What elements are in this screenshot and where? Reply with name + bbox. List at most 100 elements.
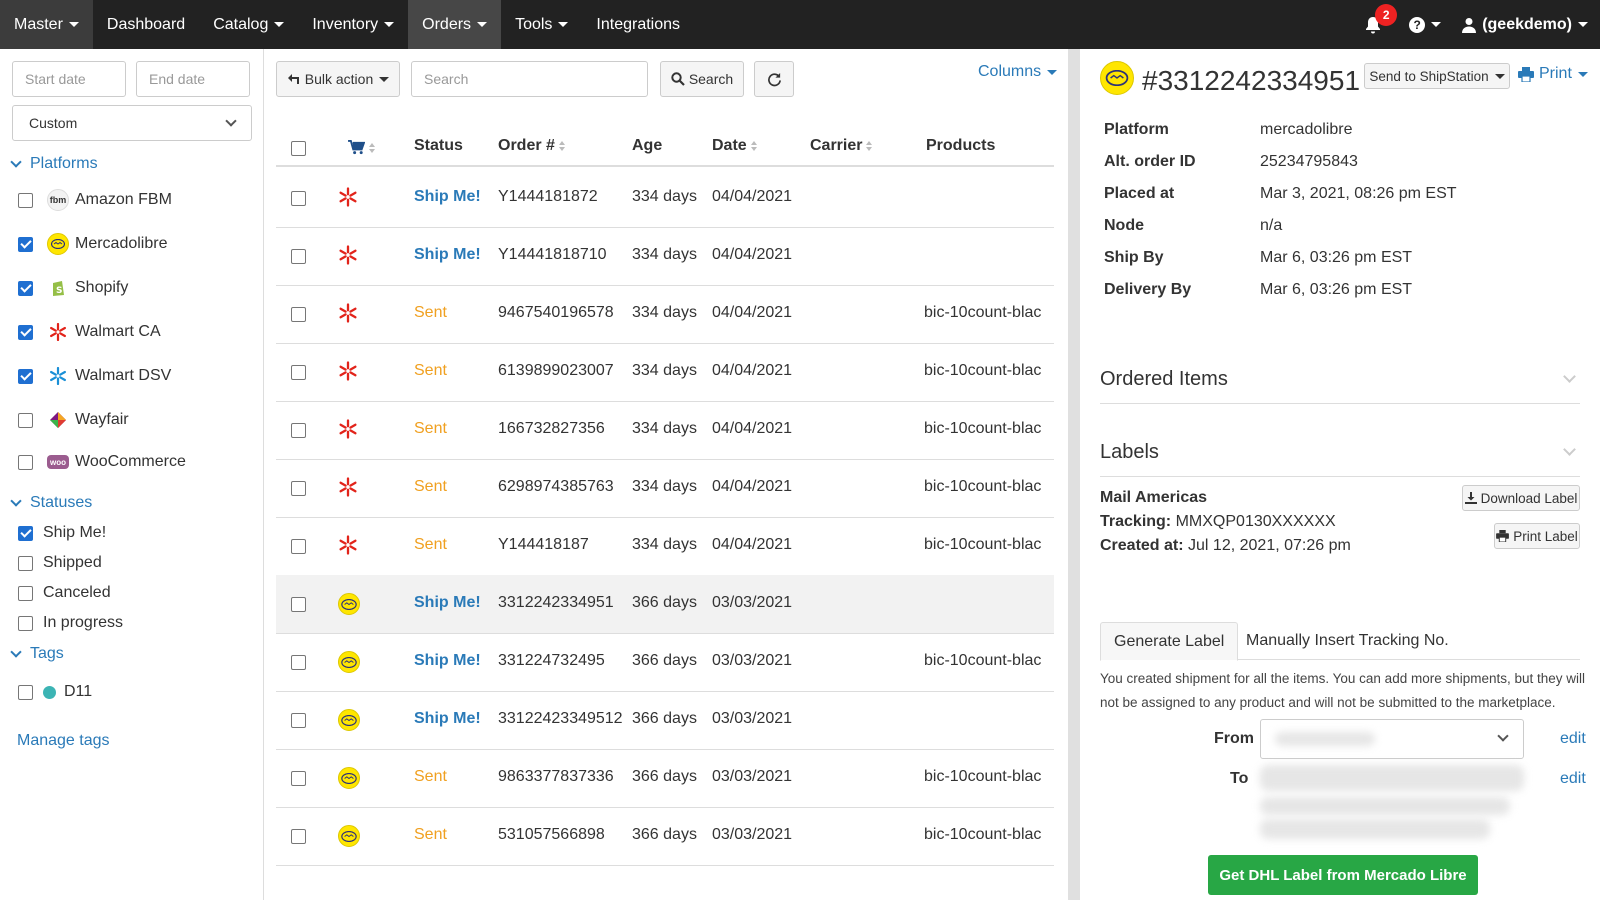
columns-menu[interactable]: Columns: [978, 63, 1058, 81]
order-number[interactable]: 9863377837336: [498, 768, 614, 785]
platform-filter-shopify[interactable]: S Shopify: [18, 277, 128, 299]
get-dhl-label-button[interactable]: Get DHL Label from Mercado Libre: [1208, 855, 1478, 895]
platforms-section-toggle[interactable]: Platforms: [10, 155, 98, 173]
order-number[interactable]: Y14441818710: [498, 246, 607, 263]
status-filter-shipped[interactable]: Shipped: [18, 554, 102, 572]
labels-section[interactable]: Labels: [1100, 429, 1580, 477]
nav-dashboard[interactable]: Dashboard: [93, 0, 199, 49]
date-range-select[interactable]: Custom: [12, 105, 252, 141]
order-status[interactable]: Ship Me!: [414, 710, 481, 727]
row-checkbox[interactable]: [291, 249, 306, 264]
order-row[interactable]: Ship Me! 33122423349512 366 days 03/03/2021: [276, 691, 1054, 750]
edit-from-link[interactable]: edit: [1560, 730, 1586, 747]
row-checkbox[interactable]: [291, 597, 306, 612]
select-all-checkbox[interactable]: [291, 141, 306, 156]
order-row[interactable]: Sent 9863377837336 366 days 03/03/2021 bic-1…: [276, 749, 1054, 808]
row-checkbox[interactable]: [291, 307, 306, 322]
order-row[interactable]: Ship Me! 3312242334951 366 days 03/03/2021: [276, 575, 1054, 634]
row-checkbox[interactable]: [291, 539, 306, 554]
tag-filter-d11[interactable]: D11: [18, 683, 92, 701]
row-checkbox[interactable]: [291, 771, 306, 786]
status-filter-canceled[interactable]: Canceled: [18, 584, 111, 602]
checkbox[interactable]: [18, 412, 33, 428]
statuses-section-toggle[interactable]: Statuses: [10, 494, 92, 512]
order-number[interactable]: 6139899023007: [498, 362, 614, 379]
ordered-items-section[interactable]: Ordered Items: [1100, 356, 1580, 404]
status-filter-in-progress[interactable]: In progress: [18, 614, 123, 632]
order-row[interactable]: Sent 166732827356 334 days 04/04/2021 bic-10…: [276, 401, 1054, 460]
order-row[interactable]: Ship Me! Y1444181872 334 days 04/04/2021: [276, 169, 1054, 228]
nav-inventory[interactable]: Inventory: [298, 0, 408, 49]
end-date-input[interactable]: End date: [136, 61, 250, 97]
date-sort-header[interactable]: Date: [712, 137, 757, 155]
checkbox[interactable]: [18, 585, 33, 601]
order-number[interactable]: Y1444181872: [498, 188, 598, 205]
order-status[interactable]: Ship Me!: [414, 594, 481, 611]
platform-filter-wayfair[interactable]: Wayfair: [18, 409, 129, 431]
checkbox[interactable]: [18, 324, 33, 340]
nav-master-menu[interactable]: Master: [0, 0, 93, 49]
nav-tools[interactable]: Tools: [501, 0, 582, 49]
manage-tags-link[interactable]: Manage tags: [17, 732, 110, 749]
order-row[interactable]: Sent 6298974385763 334 days 04/04/2021 bic-1…: [276, 459, 1054, 518]
row-checkbox[interactable]: [291, 713, 306, 728]
platform-filter-walmart-ca[interactable]: Walmart CA: [18, 321, 161, 343]
order-number[interactable]: 6298974385763: [498, 478, 614, 495]
refresh-button[interactable]: [754, 61, 794, 97]
order-row[interactable]: Sent 531057566898 366 days 03/03/2021 bic-10…: [276, 807, 1054, 866]
nav-orders[interactable]: Orders: [408, 0, 502, 49]
from-address-select[interactable]: [1260, 719, 1524, 759]
order-number[interactable]: 531057566898: [498, 826, 605, 843]
checkbox[interactable]: [18, 454, 33, 470]
order-row[interactable]: Sent Y144418187 334 days 04/04/2021 bic-10co…: [276, 517, 1054, 576]
tags-section-toggle[interactable]: Tags: [10, 645, 64, 663]
platform-filter-walmart-dsv[interactable]: Walmart DSV: [18, 365, 171, 387]
nav-catalog[interactable]: Catalog: [199, 0, 298, 49]
search-input[interactable]: Search: [411, 61, 648, 97]
search-button[interactable]: Search: [660, 61, 744, 97]
row-checkbox[interactable]: [291, 423, 306, 438]
panel-divider[interactable]: [1068, 49, 1080, 900]
edit-to-link[interactable]: edit: [1560, 770, 1586, 787]
carrier-sort-header[interactable]: Carrier: [810, 137, 873, 155]
checkbox[interactable]: [18, 555, 33, 571]
order-status[interactable]: Ship Me!: [414, 652, 481, 669]
row-checkbox[interactable]: [291, 365, 306, 380]
platform-filter-woocommerce[interactable]: woo WooCommerce: [18, 453, 186, 471]
checkbox[interactable]: [18, 236, 33, 252]
order-row[interactable]: Sent 9467540196578 334 days 04/04/2021 bic-1…: [276, 285, 1054, 344]
tab-generate-label[interactable]: Generate Label: [1100, 622, 1239, 661]
user-menu[interactable]: (geekdemo): [1451, 16, 1600, 34]
print-menu[interactable]: Print: [1518, 65, 1588, 83]
order-status[interactable]: Ship Me!: [414, 188, 481, 205]
print-label-button[interactable]: Print Label: [1494, 523, 1580, 549]
platform-sort-header[interactable]: [348, 140, 375, 155]
row-checkbox[interactable]: [291, 829, 306, 844]
order-number[interactable]: 9467540196578: [498, 304, 614, 321]
checkbox[interactable]: [18, 615, 33, 631]
order-status[interactable]: Ship Me!: [414, 246, 481, 263]
row-checkbox[interactable]: [291, 655, 306, 670]
checkbox[interactable]: [18, 684, 33, 700]
download-label-button[interactable]: Download Label: [1462, 485, 1580, 511]
tab-manual-tracking[interactable]: Manually Insert Tracking No.: [1233, 622, 1462, 660]
order-row[interactable]: Ship Me! Y14441818710 334 days 04/04/2021: [276, 227, 1054, 286]
platform-filter-amazon-fbm[interactable]: fbm Amazon FBM: [18, 189, 172, 211]
checkbox[interactable]: [18, 525, 33, 541]
order-number[interactable]: 331224732495: [498, 652, 605, 669]
bulk-action-button[interactable]: Bulk action: [276, 61, 400, 97]
row-checkbox[interactable]: [291, 481, 306, 496]
notifications-button[interactable]: 2: [1353, 0, 1398, 49]
order-number[interactable]: Y144418187: [498, 536, 589, 553]
help-menu[interactable]: ?: [1399, 16, 1451, 33]
order-row[interactable]: Ship Me! 331224732495 366 days 03/03/2021 bi…: [276, 633, 1054, 692]
order-number[interactable]: 3312242334951: [498, 594, 614, 611]
checkbox[interactable]: [18, 368, 33, 384]
order-row[interactable]: Sent 6139899023007 334 days 04/04/2021 bic-1…: [276, 343, 1054, 402]
status-filter-ship-me[interactable]: Ship Me!: [18, 524, 106, 542]
row-checkbox[interactable]: [291, 191, 306, 206]
platform-filter-mercadolibre[interactable]: Mercadolibre: [18, 233, 167, 255]
order-number-sort-header[interactable]: Order #: [498, 137, 565, 155]
send-to-shipstation-button[interactable]: Send to ShipStation: [1364, 63, 1510, 89]
checkbox[interactable]: [18, 280, 33, 296]
